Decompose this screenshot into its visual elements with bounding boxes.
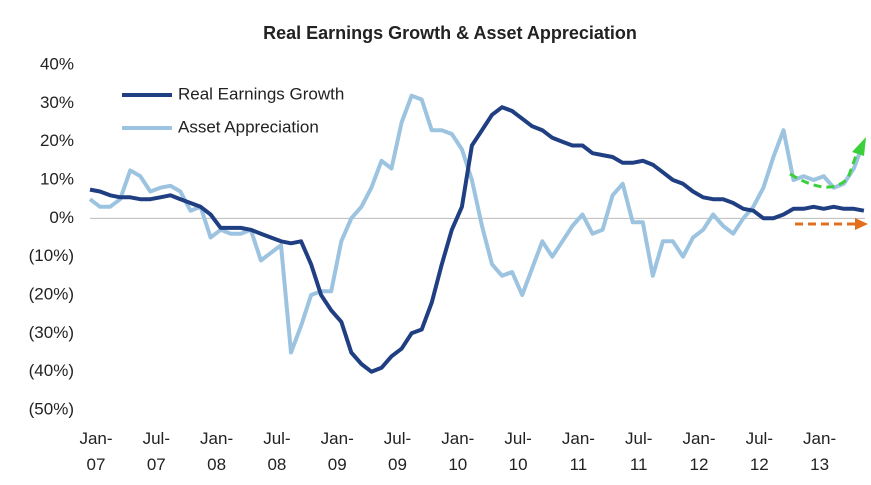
arrowhead xyxy=(852,137,866,156)
x-tick-label: Jan-13 xyxy=(803,429,836,474)
y-tick-label: 20% xyxy=(40,131,74,150)
y-tick-label: (50%) xyxy=(29,399,74,418)
x-tick-label: Jul-12 xyxy=(746,429,773,474)
x-tick-label: Jan-11 xyxy=(562,429,595,474)
x-tick-label: Jul-10 xyxy=(504,429,531,474)
x-tick-label: Jul-08 xyxy=(263,429,290,474)
y-tick-label: (10%) xyxy=(29,246,74,265)
legend-label: Real Earnings Growth xyxy=(178,84,344,103)
x-tick-label: Jul-07 xyxy=(143,429,170,474)
x-tick-label: Jul-11 xyxy=(625,429,652,474)
x-tick-label: Jan-07 xyxy=(79,429,112,474)
x-tick-label: Jan-08 xyxy=(200,429,233,474)
y-tick-label: (30%) xyxy=(29,323,74,342)
x-tick-label: Jan-12 xyxy=(682,429,715,474)
y-tick-label: 40% xyxy=(40,54,74,73)
x-tick-label: Jan-09 xyxy=(321,429,354,474)
plot-area: (50%) (40%) (30%) (20%) (10%) 0% 10% 20% 30% 40% J… xyxy=(29,54,866,474)
y-tick-label: 0% xyxy=(49,208,74,227)
chart-title: Real Earnings Growth & Asset Appreciatio… xyxy=(263,23,637,43)
y-tick-label: 10% xyxy=(40,169,74,188)
arrowhead xyxy=(855,218,868,230)
x-tick-label: Jul-09 xyxy=(384,429,411,474)
y-tick-label: (40%) xyxy=(29,361,74,380)
series-line xyxy=(88,93,866,355)
y-tick-label: 30% xyxy=(40,93,74,112)
projection-arrow xyxy=(789,149,860,189)
series-line xyxy=(89,105,865,374)
y-tick-label: (20%) xyxy=(29,284,74,303)
x-tick-label: Jan-10 xyxy=(441,429,474,474)
legend-label: Asset Appreciation xyxy=(178,117,319,136)
